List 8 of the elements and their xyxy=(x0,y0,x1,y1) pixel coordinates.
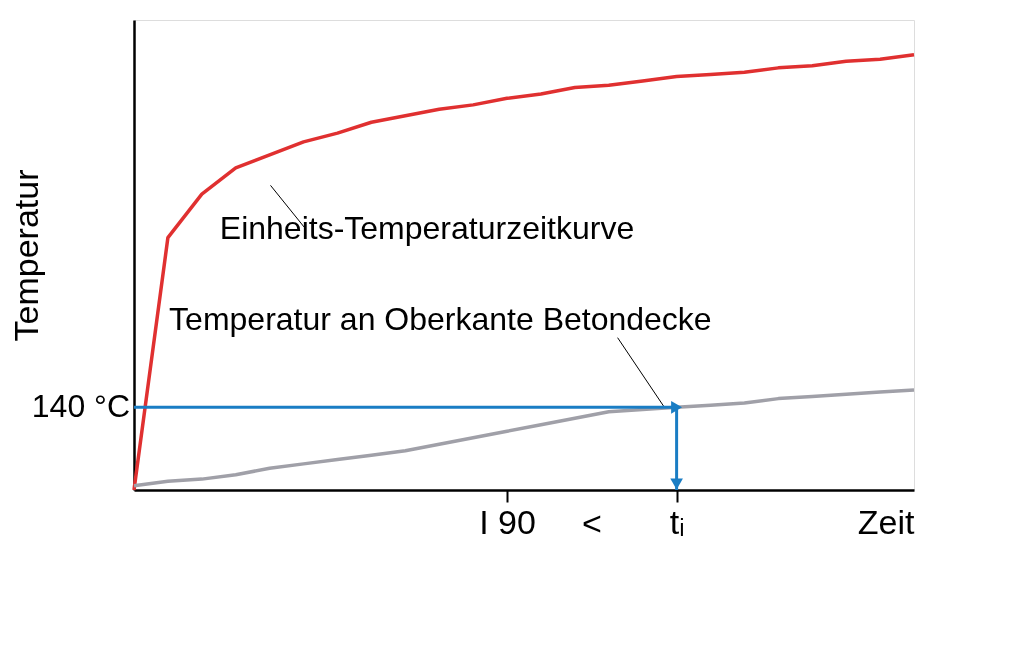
y-axis-title: Temperatur xyxy=(6,169,45,342)
series-label: Einheits-Temperaturzeitkurve xyxy=(219,209,635,246)
text: < xyxy=(581,504,602,542)
x-axis-title: Zeit xyxy=(857,502,916,541)
x-tick-label: tᵢ xyxy=(669,502,685,541)
text: Temperatur an Oberkante Betondecke xyxy=(169,301,712,338)
ref-line-label: 140 °C xyxy=(31,388,130,425)
x-tick-label: I 90 xyxy=(479,502,536,541)
